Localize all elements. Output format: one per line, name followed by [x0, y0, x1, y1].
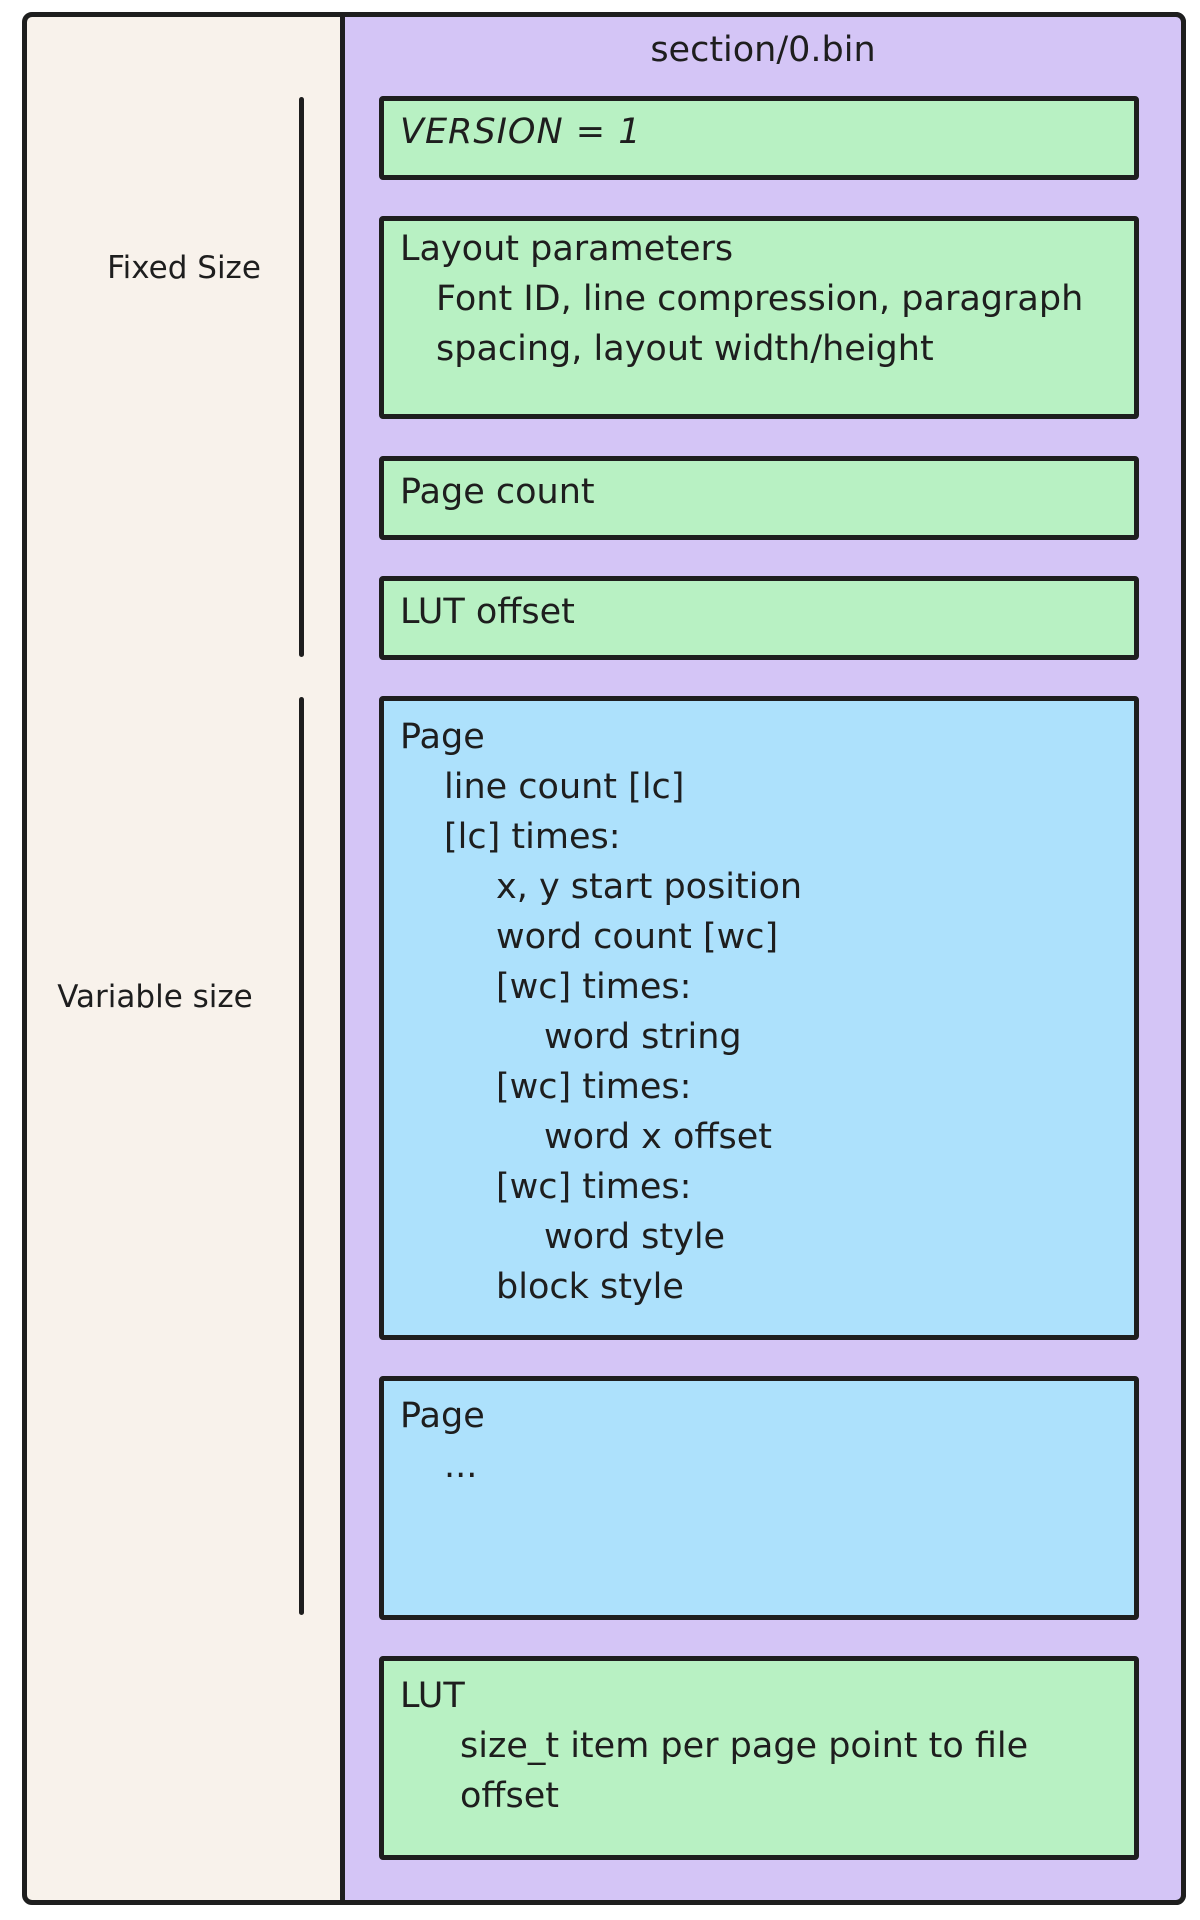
- box-line: Layout parameters: [400, 229, 734, 269]
- fixed-size-label: Fixed Size: [107, 250, 261, 286]
- box-line: [lc] times:: [444, 817, 621, 857]
- box-line: VERSION = 1: [400, 112, 642, 152]
- box-line: line count [lc]: [444, 767, 685, 807]
- box-line: word x offset: [544, 1117, 773, 1157]
- box-line: offset: [460, 1776, 560, 1816]
- box-line: [wc] times:: [496, 1167, 692, 1207]
- box-line: word string: [544, 1017, 742, 1057]
- box-lut-offset: LUT offset: [379, 576, 1139, 660]
- box-line: Page count: [400, 472, 595, 512]
- box-layout-parameters: Layout parameters Font ID, line compress…: [379, 216, 1139, 419]
- box-line: [wc] times:: [496, 1067, 692, 1107]
- box-lut: LUT size_t item per page point to file o…: [379, 1656, 1139, 1860]
- box-line: Page: [400, 1396, 485, 1436]
- variable-size-bracket-line: [299, 697, 304, 1615]
- box-line: block style: [496, 1267, 684, 1307]
- box-version: VERSION = 1: [379, 96, 1139, 180]
- box-line: spacing, layout width/height: [436, 329, 934, 369]
- box-page-count: Page count: [379, 456, 1139, 540]
- box-line: word style: [544, 1217, 726, 1257]
- box-line: LUT: [400, 1676, 465, 1716]
- section-file-title: section/0.bin: [650, 30, 876, 70]
- box-line: LUT offset: [400, 592, 575, 632]
- variable-size-label: Variable size: [57, 979, 253, 1015]
- box-line: size_t item per page point to file: [460, 1726, 1029, 1766]
- box-line: Font ID, line compression, paragraph: [436, 279, 1084, 319]
- box-line: Page: [400, 717, 485, 757]
- box-page-ellipsis: Page ...: [379, 1376, 1139, 1620]
- box-line: x, y start position: [496, 867, 803, 907]
- box-line: word count [wc]: [496, 917, 779, 957]
- box-page-detail: Page line count [lc] [lc] times: x, y st…: [379, 696, 1139, 1340]
- fixed-size-bracket-line: [299, 97, 304, 657]
- box-line: [wc] times:: [496, 967, 692, 1007]
- box-line: ...: [444, 1446, 478, 1486]
